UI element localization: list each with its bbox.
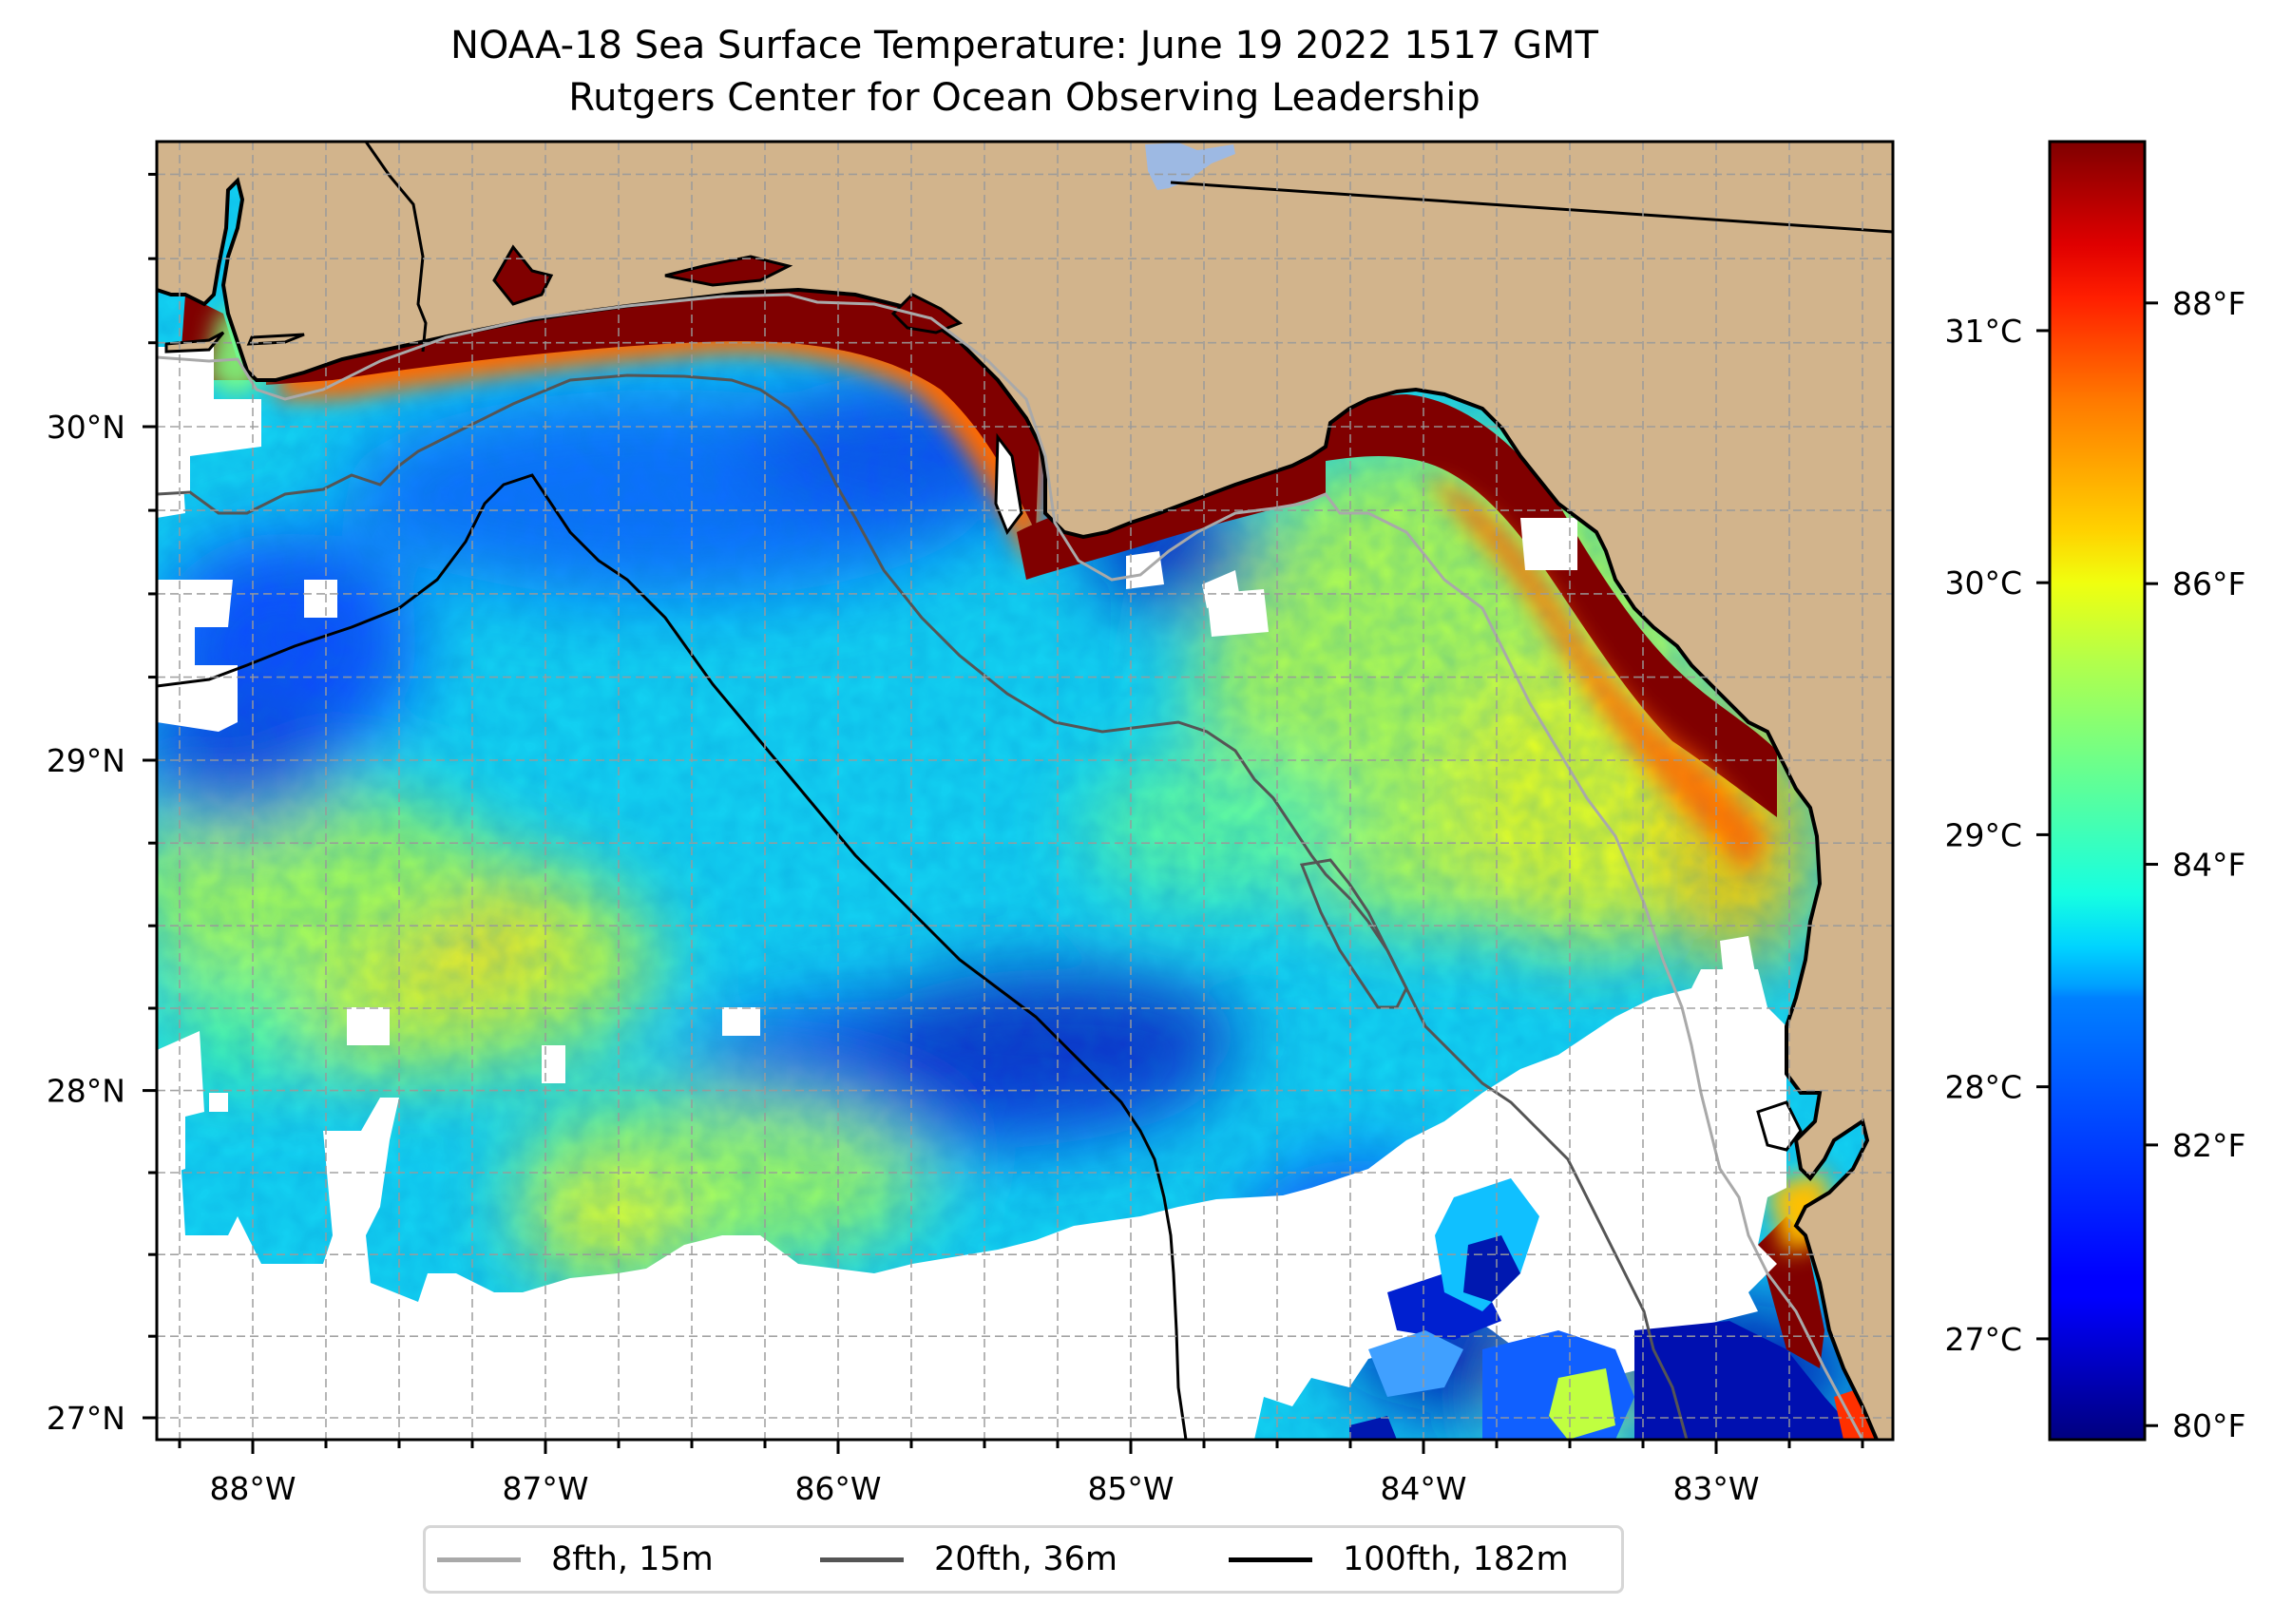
st-andrews-bay: [890, 293, 964, 334]
isobath-8fth: [157, 293, 1864, 1440]
chart-title: NOAA-18 Sea Surface Temperature: June 19…: [449, 24, 1598, 67]
sst-hot-bigbend-east: [1321, 394, 1777, 817]
x-axis: 88°W 87°W 86°W 85°W 84°W 83°W: [178, 1440, 1864, 1507]
isobath-20fth: [157, 373, 1689, 1440]
colorbar-label-c: 27°C: [1944, 1321, 2022, 1358]
y-tick-label: 28°N: [47, 1073, 125, 1110]
barrier-island-dauphin: [164, 331, 225, 353]
x-tick-label: 87°W: [502, 1470, 588, 1507]
coastline: [157, 177, 1879, 1440]
colorbar-label-f: 80°F: [2172, 1407, 2245, 1444]
legend-label: 20fth, 36m: [934, 1540, 1118, 1578]
cloud-mask: [157, 347, 1786, 1440]
state-border-ga-fl: [1170, 181, 1893, 234]
colorbar-label-c: 31°C: [1944, 313, 2022, 350]
y-axis: 27°N 28°N 29°N 30°N: [47, 172, 157, 1437]
sst-hot-coastal-band: [266, 281, 1041, 532]
sst-residual-patches: [1349, 1178, 1877, 1440]
map-area: [157, 142, 1893, 1440]
colorbar-label-c: 28°C: [1944, 1069, 2022, 1106]
isobath-20fth-bank: [1299, 858, 1408, 1009]
land-mass: [157, 142, 1893, 1440]
legend-line-8fth: [437, 1557, 521, 1562]
colorbar-label-f: 86°F: [2172, 565, 2245, 602]
legend-item-8fth: 8fth, 15m: [437, 1528, 714, 1591]
pensacola-bay: [492, 244, 554, 306]
chart-subtitle: Rutgers Center for Ocean Observing Leade…: [568, 76, 1480, 120]
colorbar-label-f: 88°F: [2172, 285, 2245, 322]
graticule: [157, 142, 1893, 1440]
x-tick-label: 83°W: [1672, 1470, 1759, 1507]
x-tick-label: 85°W: [1087, 1470, 1174, 1507]
y-tick-label: 29°N: [47, 742, 125, 779]
colorbar: [2048, 140, 2147, 1442]
legend-label: 100fth, 182m: [1343, 1540, 1569, 1578]
legend-line-20fth: [820, 1557, 904, 1562]
colorbar-ticks: 27°C 28°C 29°C 30°C 31°C 80°F 82°F 84°F 86°F 88°F: [1944, 285, 2245, 1444]
state-border-al-fl: [364, 142, 428, 353]
colorbar-label-c: 29°C: [1944, 816, 2022, 853]
y-tick-label: 30°N: [47, 409, 125, 446]
map-frame: [155, 140, 1895, 1442]
lake-seminole: [1145, 143, 1235, 190]
colorbar-label-c: 30°C: [1944, 564, 2022, 602]
colorbar-label-f: 82°F: [2172, 1127, 2245, 1164]
legend: 8fth, 15m 20fth, 36m 100fth, 182m: [423, 1525, 1624, 1594]
x-tick-label: 88°W: [209, 1470, 296, 1507]
colorbar-label-f: 84°F: [2172, 847, 2245, 884]
y-tick-label: 27°N: [47, 1400, 125, 1437]
legend-item-100fth: 100fth, 182m: [1229, 1528, 1569, 1591]
x-tick-label: 84°W: [1380, 1470, 1466, 1507]
sst-warm-bigbend-gradient: [1425, 475, 1767, 874]
st-joseph-spit: [994, 432, 1023, 536]
legend-line-100fth: [1229, 1557, 1312, 1562]
legend-label: 8fth, 15m: [551, 1540, 714, 1578]
legend-item-20fth: 20fth, 36m: [820, 1528, 1117, 1591]
choctawhatchee-bay: [664, 255, 793, 287]
x-tick-label: 86°W: [794, 1470, 881, 1507]
sst-warm-coastal-gradient: [276, 294, 1045, 570]
